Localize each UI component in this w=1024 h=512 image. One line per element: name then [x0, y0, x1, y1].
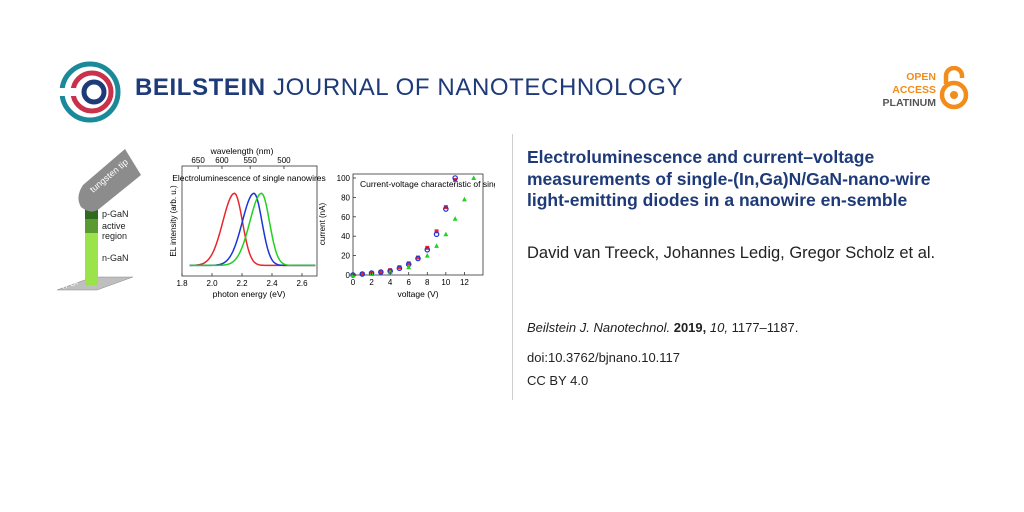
iv-point-blue	[424, 246, 431, 253]
el-x-tick-label: 2.4	[266, 279, 278, 288]
iv-y-tick-label: 40	[341, 232, 350, 241]
iv-point-green	[424, 253, 430, 258]
citation-volume: 10,	[709, 320, 728, 335]
el-x-tick-label: 1.8	[176, 279, 188, 288]
iv-point-green	[443, 231, 449, 237]
iv-x-tick-label: 10	[441, 278, 450, 287]
iv-point-blue	[396, 265, 403, 272]
iv-point-red	[397, 265, 402, 270]
iv-point-green	[406, 264, 412, 270]
journal-name: BEILSTEIN JOURNAL OF NANOTECHNOLOGY	[135, 74, 683, 102]
open-access-label: OPEN ACCESS PLATINUM	[876, 71, 936, 110]
el-y-label: EL intensity (arb. u.)	[169, 185, 178, 257]
n-gan-layer	[85, 233, 98, 285]
beilstein-logo-icon	[58, 61, 121, 123]
iv-x-tick-label: 12	[460, 278, 469, 287]
graphical-abstract: n-Si tungsten tip p-GaN active region n-…	[56, 146, 495, 299]
iv-x-tick-label: 2	[369, 278, 374, 287]
journal-name-rest: JOURNAL OF NANOTECHNOLOGY	[273, 74, 684, 101]
iv-y-label: current (nA)	[318, 203, 327, 246]
iv-point-green	[387, 269, 393, 275]
journal-name-bold: BEILSTEIN	[135, 74, 266, 101]
iv-point-red	[416, 255, 420, 260]
layer-label-active: active	[102, 221, 126, 231]
iv-y-tick-label: 100	[337, 174, 351, 183]
iv-x-tick-label: 0	[351, 278, 356, 287]
iv-y-tick-label: 0	[346, 271, 351, 280]
iv-point-blue	[415, 255, 421, 262]
iv-point-red	[378, 270, 383, 275]
article-authors: David van Treeck, Johannes Ledig, Gregor…	[527, 244, 936, 262]
el-x-tick-label: 2.6	[296, 279, 308, 288]
article-title[interactable]: Electroluminescence and current–voltage …	[527, 147, 931, 210]
iv-y-tick-label: 60	[341, 213, 350, 222]
iv-y-tick-label: 80	[341, 193, 350, 202]
el-curve-red	[189, 192, 316, 267]
layer-label-region: region	[102, 231, 127, 241]
iv-x-tick-label: 8	[425, 278, 430, 287]
iv-y-tick-label: 20	[341, 252, 350, 261]
el-top-tick-label: 500	[277, 156, 291, 165]
iv-chart-title: Current-voltage characteristic of single…	[360, 179, 495, 189]
citation-pages: 1177–1187.	[731, 320, 799, 335]
iv-point-blue	[452, 175, 458, 181]
citation-journal: Beilstein J. Nanotechnol.	[527, 320, 671, 335]
el-top-axis-label: wavelength (nm)	[210, 146, 274, 156]
el-x-label: photon energy (eV)	[213, 289, 286, 299]
el-top-tick-label: 550	[243, 156, 257, 165]
iv-point-blue	[443, 206, 449, 212]
el-x-tick-label: 2.0	[206, 279, 218, 288]
tungsten-tip	[78, 149, 141, 212]
el-top-tick-label: 650	[191, 156, 205, 165]
active-region-layer	[85, 219, 98, 233]
citation: Beilstein J. Nanotechnol. 2019, 10, 1177…	[527, 320, 798, 335]
iv-plot-frame	[352, 173, 484, 276]
iv-x-tick-label: 4	[388, 278, 393, 287]
iv-point-green	[462, 196, 467, 202]
open-access-line-1: OPEN	[906, 71, 936, 83]
el-chart: wavelength (nm) 650 600 550 500 Electrolumi…	[169, 146, 326, 299]
layer-label-p-gan: p-GaN	[102, 209, 129, 219]
iv-point-red	[406, 261, 411, 266]
el-chart-title: Electroluminescence of single nanowires	[172, 173, 326, 183]
el-plot-frame	[181, 165, 318, 277]
iv-point-blue	[433, 231, 440, 238]
layer-label-n-gan: n-GaN	[102, 253, 129, 263]
el-curve-green	[189, 192, 316, 267]
iv-point-green	[452, 216, 458, 221]
el-top-tick-label: 600	[215, 156, 229, 165]
substrate-label: n-Si	[61, 276, 79, 290]
iv-x-tick-label: 6	[406, 278, 411, 287]
iv-point-green	[434, 243, 439, 248]
license[interactable]: CC BY 4.0	[527, 373, 589, 388]
iv-point-blue	[359, 271, 366, 277]
iv-x-label: voltage (V)	[397, 289, 438, 299]
el-curve-blue	[189, 192, 316, 267]
open-access-line-2: ACCESS	[892, 84, 936, 96]
iv-point-red	[360, 272, 365, 277]
iv-point-blue	[378, 269, 384, 275]
iv-chart: Current-voltage characteristic of single…	[318, 173, 495, 299]
iv-point-red	[434, 229, 439, 234]
doi-link[interactable]: doi:10.3762/bjnano.10.117	[527, 350, 681, 365]
open-access-lock-icon	[939, 66, 969, 110]
open-access-line-3: PLATINUM	[882, 97, 936, 109]
iv-point-green	[471, 175, 477, 180]
citation-year: 2019,	[673, 320, 707, 335]
el-x-tick-label: 2.2	[236, 279, 248, 288]
vertical-divider	[512, 134, 513, 400]
